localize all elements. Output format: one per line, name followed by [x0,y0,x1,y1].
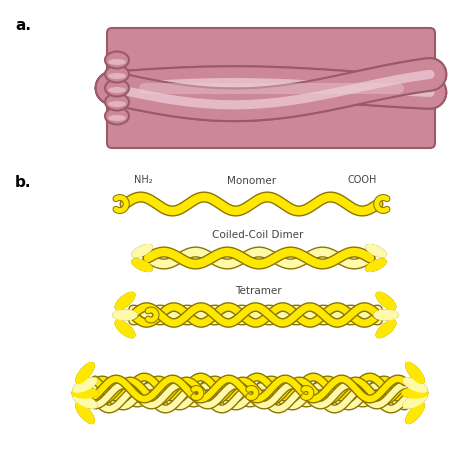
Polygon shape [376,292,396,310]
Ellipse shape [105,80,129,96]
Ellipse shape [105,94,129,111]
Polygon shape [115,292,135,310]
Polygon shape [406,363,424,383]
Polygon shape [366,259,386,271]
Ellipse shape [108,101,126,107]
Polygon shape [113,310,137,320]
Polygon shape [402,388,428,398]
Polygon shape [376,320,396,338]
Polygon shape [115,320,135,338]
Text: COOH: COOH [347,175,377,185]
Text: NH₂: NH₂ [134,175,152,185]
Text: a.: a. [15,18,31,33]
Ellipse shape [105,51,129,68]
Polygon shape [406,363,424,383]
Polygon shape [374,310,398,320]
Polygon shape [376,292,396,310]
Polygon shape [366,245,386,257]
Ellipse shape [105,108,129,125]
Polygon shape [376,320,396,338]
Polygon shape [113,310,137,320]
Polygon shape [76,403,94,423]
Polygon shape [73,394,97,408]
Polygon shape [132,259,152,271]
Polygon shape [403,378,427,392]
Ellipse shape [108,87,126,93]
Text: Tetramer: Tetramer [235,286,281,296]
Polygon shape [76,403,94,423]
Polygon shape [403,378,427,392]
Polygon shape [406,403,424,423]
Text: Monomer: Monomer [228,176,276,186]
Polygon shape [115,292,135,310]
Polygon shape [366,245,386,257]
Polygon shape [374,310,398,320]
Polygon shape [73,394,97,408]
Polygon shape [132,245,152,257]
Polygon shape [73,378,97,392]
Polygon shape [132,245,152,257]
Polygon shape [72,388,98,398]
Ellipse shape [108,73,126,79]
Ellipse shape [105,66,129,82]
Polygon shape [73,378,97,392]
Polygon shape [72,388,98,398]
FancyBboxPatch shape [107,28,435,148]
Polygon shape [402,388,428,398]
Polygon shape [366,259,386,271]
Polygon shape [132,259,152,271]
Polygon shape [403,394,427,408]
Ellipse shape [108,59,126,65]
Text: Coiled-Coil Dimer: Coiled-Coil Dimer [212,230,304,240]
Polygon shape [406,403,424,423]
Polygon shape [76,363,94,383]
Polygon shape [403,394,427,408]
Polygon shape [115,320,135,338]
Ellipse shape [108,115,126,121]
Text: b.: b. [15,175,31,190]
Polygon shape [76,363,94,383]
